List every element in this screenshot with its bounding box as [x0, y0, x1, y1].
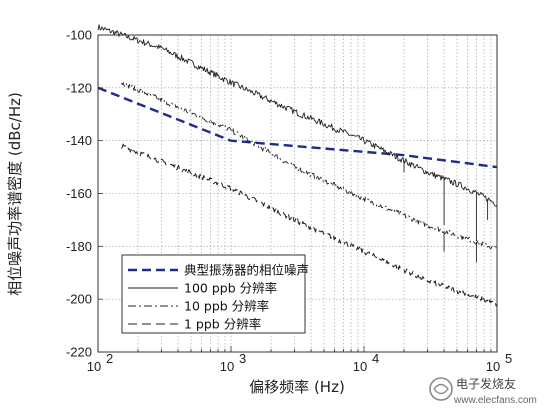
legend: 典型振荡器的相位噪声 100 ppb 分辨率 10 ppb 分辨率 1 ppb 分辨率: [121, 254, 309, 334]
x-tick-label: 10: [220, 359, 234, 374]
y-tick-label: -200: [66, 292, 92, 307]
legend-label-1: 典型振荡器的相位噪声: [184, 263, 309, 278]
watermark-logo-icon: [429, 377, 453, 401]
series-line-3: [121, 82, 498, 250]
legend-label-4: 1 ppb 分辨率: [184, 317, 261, 332]
legend-label-3: 10 ppb 分辨率: [184, 299, 269, 314]
x-tick-label: 10: [87, 359, 101, 374]
y-axis-label: 相位噪声功率谱密度 (dBc/Hz): [6, 92, 24, 296]
y-tick-label: -160: [66, 186, 92, 201]
watermark-text: 电子发烧友: [456, 376, 516, 391]
x-tick-label: 10: [353, 359, 367, 374]
x-tick-exponent: 3: [239, 351, 246, 366]
legend-label-2: 100 ppb 分辨率: [184, 281, 277, 296]
watermark-url: www.elecfans.com: [453, 395, 537, 406]
legend-box: [121, 254, 306, 334]
watermark-logo-swirl: [433, 383, 449, 395]
y-tick-label: -140: [66, 133, 92, 148]
series-line-4: [120, 143, 498, 307]
y-tick-label: -100: [66, 28, 92, 43]
x-tick-exponent: 2: [106, 351, 113, 366]
y-tick-label: -180: [66, 239, 92, 254]
y-tick-label: -220: [66, 345, 92, 360]
y-tick-label: -120: [66, 80, 92, 95]
watermark: 电子发烧友 www.elecfans.com: [429, 376, 537, 406]
series-line-2: [97, 24, 498, 207]
series-line-1: [97, 86, 498, 169]
x-tick-label: 10: [486, 359, 500, 374]
x-tick-exponent: 5: [505, 351, 512, 366]
x-axis-label: 偏移频率 (Hz): [249, 378, 345, 396]
series-layer: [97, 24, 498, 307]
x-tick-exponent: 4: [372, 351, 379, 366]
